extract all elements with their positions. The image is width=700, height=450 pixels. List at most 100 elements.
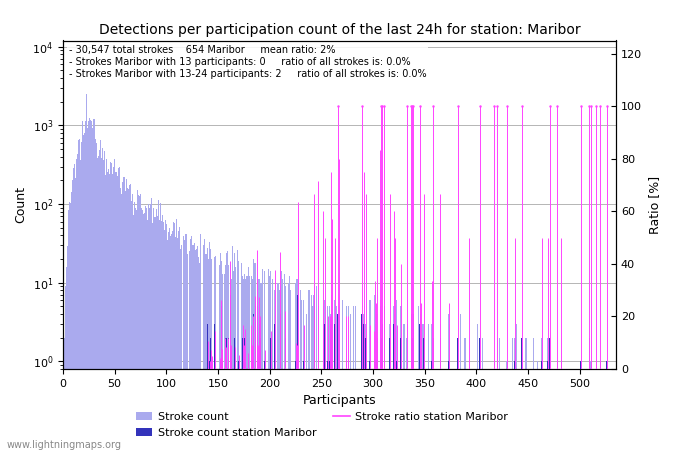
Bar (92, 128, 94, 450)
Bar (413, 314, 414, 450)
Bar (457, 338, 458, 450)
Bar (234, 338, 235, 450)
Bar (422, 324, 423, 450)
Bar (242, 276, 244, 450)
Bar (190, 236, 192, 450)
Bar (145, 206, 146, 450)
Bar (301, 300, 302, 450)
Bar (211, 361, 212, 450)
Bar (365, 338, 366, 450)
Bar (297, 279, 298, 450)
Bar (237, 250, 238, 450)
Bar (149, 208, 150, 450)
Bar (107, 172, 108, 450)
Bar (411, 314, 412, 450)
Bar (231, 361, 232, 450)
Bar (88, 122, 90, 450)
Bar (159, 220, 160, 450)
Bar (424, 338, 426, 450)
Bar (264, 271, 265, 450)
Bar (150, 204, 151, 450)
Bar (123, 177, 125, 450)
Bar (440, 338, 441, 450)
Bar (324, 300, 325, 450)
Bar (233, 271, 234, 450)
Bar (311, 295, 312, 450)
Bar (186, 254, 188, 450)
Bar (262, 269, 263, 450)
Bar (118, 168, 119, 450)
Bar (580, 361, 582, 450)
Bar (274, 290, 275, 450)
Bar (469, 361, 470, 450)
Bar (127, 189, 129, 450)
Bar (289, 276, 290, 450)
Bar (420, 361, 421, 450)
Bar (431, 361, 433, 450)
Bar (181, 245, 183, 450)
Bar (330, 314, 331, 450)
Bar (339, 306, 340, 450)
Bar (303, 361, 304, 450)
Bar (81, 142, 82, 450)
Bar (465, 338, 466, 450)
Bar (418, 306, 419, 450)
Bar (114, 159, 116, 450)
Bar (169, 228, 170, 450)
Bar (66, 246, 68, 450)
Bar (71, 192, 72, 450)
Bar (142, 210, 143, 450)
Bar (384, 306, 385, 450)
Bar (380, 306, 381, 450)
Bar (303, 300, 304, 450)
Bar (158, 200, 159, 450)
Bar (251, 279, 253, 450)
Bar (160, 203, 161, 450)
Bar (75, 178, 76, 450)
Bar (412, 338, 413, 450)
Bar (251, 361, 253, 450)
Bar (600, 361, 601, 450)
Bar (96, 143, 97, 450)
Bar (274, 324, 275, 450)
Bar (199, 263, 200, 450)
Bar (120, 188, 121, 450)
Bar (300, 290, 301, 450)
Bar (148, 204, 149, 450)
Bar (365, 324, 366, 450)
Bar (94, 119, 95, 450)
Bar (596, 361, 597, 450)
Bar (105, 176, 106, 450)
Bar (496, 338, 498, 450)
Bar (337, 314, 339, 450)
Bar (606, 361, 607, 450)
Bar (122, 182, 123, 450)
Bar (238, 361, 239, 450)
Bar (77, 154, 78, 450)
Bar (469, 338, 470, 450)
Bar (279, 314, 281, 450)
Bar (270, 271, 272, 450)
Bar (272, 279, 273, 450)
Bar (323, 324, 324, 450)
Bar (257, 306, 258, 450)
Bar (411, 314, 412, 450)
Bar (131, 201, 132, 450)
Bar (83, 135, 84, 450)
Bar (151, 198, 153, 450)
Bar (258, 279, 259, 450)
Bar (314, 300, 315, 450)
Bar (177, 238, 178, 450)
Bar (353, 306, 354, 450)
Bar (591, 361, 592, 450)
Bar (210, 338, 211, 450)
Bar (138, 194, 139, 450)
Bar (121, 194, 122, 450)
Bar (313, 295, 314, 450)
Bar (203, 245, 204, 450)
Bar (479, 338, 480, 450)
Bar (226, 338, 227, 450)
Bar (82, 121, 83, 450)
Bar (332, 306, 333, 450)
Bar (136, 210, 137, 450)
